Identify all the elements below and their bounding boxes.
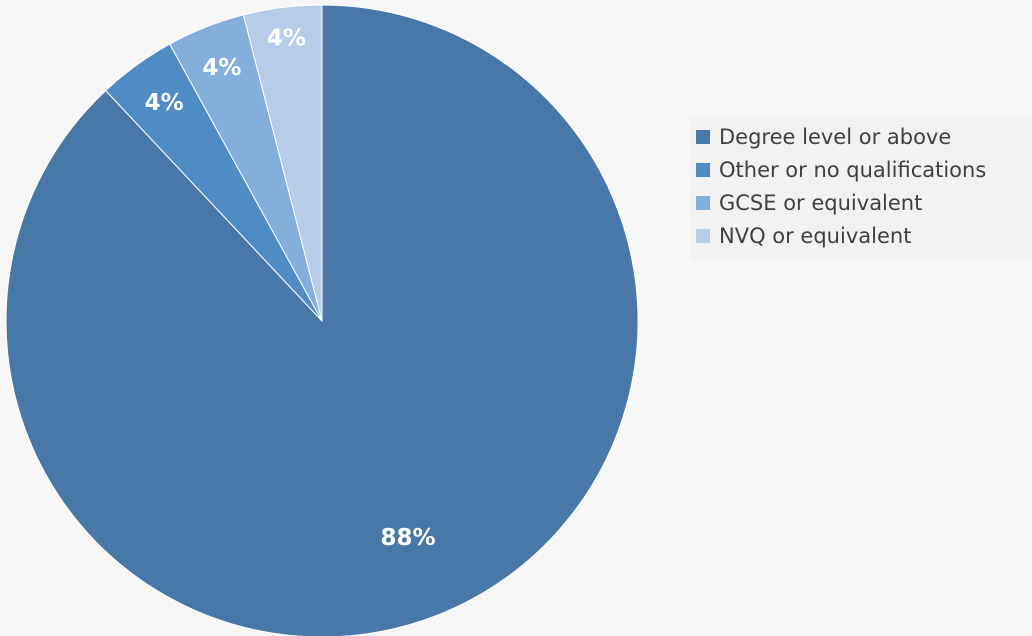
legend-swatch-icon [696,228,710,243]
legend-swatch-icon [696,129,710,144]
pie-data-labels: 88% 4% 4% 4% [145,25,436,551]
legend-label: NVQ or equivalent [719,223,912,248]
pie-slice-3 [242,4,323,322]
slice-data-label-1: 4% [145,90,184,116]
legend-swatch-icon [696,195,710,210]
pie-slices [5,4,639,636]
slice-data-label-0: 88% [381,525,436,551]
legend: Degree level or above Other or no qualifi… [690,116,1032,261]
legend-label: Other or no qualifications [719,157,987,182]
legend-item-2: GCSE or equivalent [696,186,1032,219]
legend-item-0: Degree level or above [696,120,1032,153]
slice-data-label-3: 4% [267,25,306,51]
legend-swatch-icon [696,162,710,177]
legend-item-1: Other or no qualifications [696,153,1032,186]
legend-label: GCSE or equivalent [719,190,923,215]
legend-label: Degree level or above [719,124,952,149]
pie-slice-0 [5,4,639,636]
legend-item-3: NVQ or equivalent [696,219,1032,252]
slice-data-label-2: 4% [202,55,241,81]
